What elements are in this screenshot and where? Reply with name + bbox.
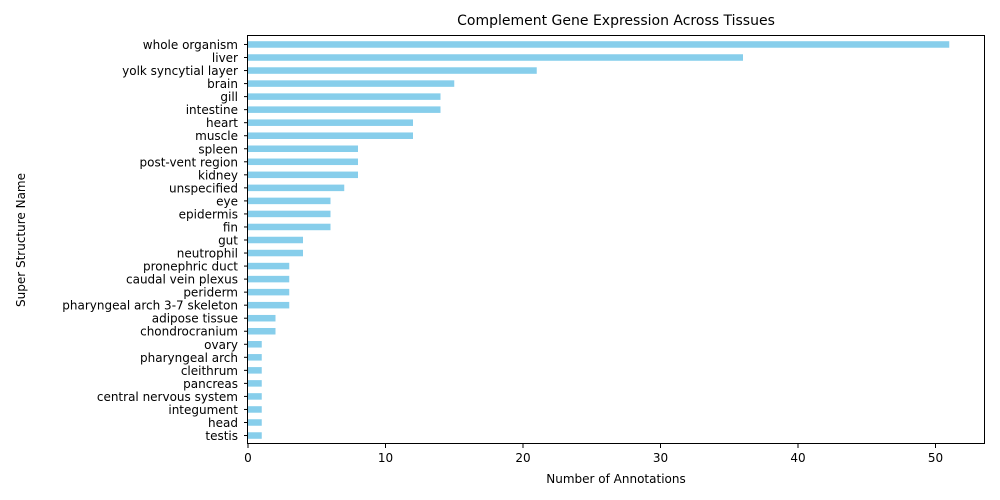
y-tick-label: liver [212, 51, 238, 65]
y-tick-label: heart [206, 116, 238, 130]
y-tick-label: head [208, 416, 238, 430]
bar [248, 223, 331, 231]
bar [248, 80, 455, 87]
bar [248, 380, 262, 387]
bar [248, 184, 345, 192]
y-tick-label: pharyngeal arch [140, 351, 238, 365]
bar [248, 301, 290, 309]
bar [248, 145, 358, 153]
y-tick-label: brain [207, 77, 238, 91]
y-tick-label: caudal vein plexus [126, 273, 238, 287]
y-axis-title: Super Structure Name [14, 173, 28, 307]
y-tick-label: post-vent region [140, 155, 238, 169]
y-tick-label: integument [168, 403, 238, 417]
y-tick-label: pharyngeal arch 3-7 skeleton [62, 299, 238, 313]
bar [248, 67, 537, 74]
bar [248, 367, 262, 374]
y-tick-label: periderm [183, 286, 238, 300]
y-tick-label: pronephric duct [143, 260, 238, 274]
y-tick-label: muscle [195, 129, 238, 143]
bar [248, 119, 413, 126]
bar [248, 327, 276, 335]
x-tick-label: 30 [653, 451, 668, 465]
bar [248, 262, 290, 270]
x-ticks: 0 10 20 30 40 50 [244, 444, 943, 465]
x-tick-label: 40 [790, 451, 805, 465]
y-tick-label: yolk syncytial layer [122, 64, 238, 78]
chart-title: Complement Gene Expression Across Tissue… [457, 13, 775, 29]
bar [248, 432, 262, 439]
bar [248, 41, 950, 48]
x-tick-label: 20 [515, 451, 530, 465]
y-tick-label: pancreas [183, 377, 238, 391]
y-tick-label: intestine [186, 103, 238, 117]
y-tick-label: epidermis [179, 207, 238, 221]
y-tick-label: chondrocranium [140, 325, 238, 339]
bar [248, 106, 441, 113]
bar [248, 393, 262, 400]
y-tick-label: central nervous system [97, 390, 238, 404]
y-tick-label: eye [216, 194, 238, 208]
x-axis-title: Number of Annotations [546, 472, 685, 486]
bar [248, 236, 303, 244]
bar [248, 249, 303, 257]
bar [248, 54, 743, 61]
bar [248, 210, 331, 218]
y-tick-label: testis [205, 429, 238, 443]
y-tick-label: cleithrum [181, 364, 238, 378]
bar [248, 93, 441, 100]
bar [248, 132, 413, 139]
y-tick-label: gut [218, 234, 238, 248]
x-tick-label: 0 [244, 451, 252, 465]
bar [248, 197, 331, 205]
y-tick-label: neutrophil [177, 247, 238, 261]
bar [248, 341, 262, 348]
bar [248, 158, 358, 166]
bar [248, 354, 262, 361]
y-tick-label: whole organism [143, 38, 238, 52]
y-tick-label: ovary [204, 338, 238, 352]
y-tick-label: kidney [198, 168, 238, 182]
y-tick-label: gill [220, 90, 238, 104]
x-tick-label: 10 [378, 451, 393, 465]
bar [248, 288, 290, 296]
y-tick-label: fin [223, 220, 238, 234]
y-tick-label: spleen [198, 142, 238, 156]
x-tick-label: 50 [928, 451, 943, 465]
bar [248, 406, 262, 413]
y-tick-label: unspecified [169, 181, 238, 195]
bars-group [248, 41, 950, 439]
bar [248, 275, 290, 283]
plot-frame [247, 35, 985, 444]
y-tick-label: adipose tissue [152, 312, 238, 326]
bar [248, 419, 262, 426]
bar [248, 171, 358, 179]
bar [248, 314, 276, 322]
